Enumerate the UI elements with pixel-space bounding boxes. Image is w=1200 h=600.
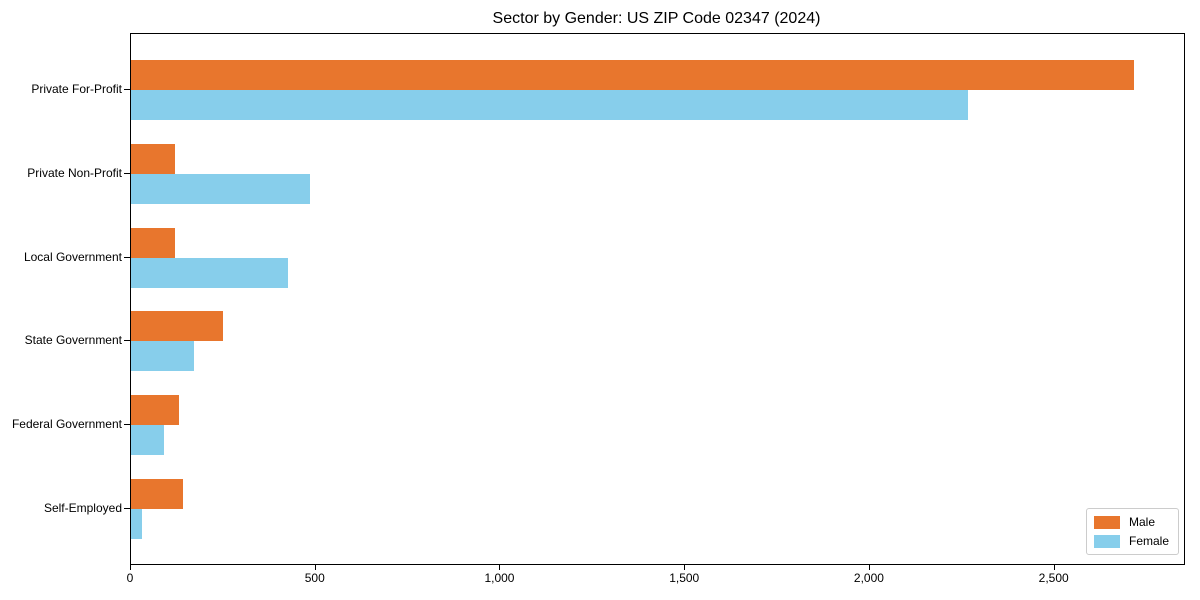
- legend-label-female: Female: [1128, 534, 1169, 548]
- x-tick-mark: [314, 564, 316, 570]
- x-tick-label-3: 1,500: [669, 571, 700, 585]
- legend-item-male: Male: [1093, 515, 1169, 529]
- x-tick-mark: [684, 564, 686, 570]
- chart-title: Sector by Gender: US ZIP Code 02347 (202…: [492, 10, 821, 27]
- bar-male-1: [131, 143, 176, 174]
- y-axis-label-0: Private For-Profit: [31, 82, 122, 96]
- y-tick-mark: [124, 256, 130, 258]
- bar-male-3: [131, 311, 224, 342]
- bar-female-5: [131, 509, 143, 539]
- legend: Male Female: [1085, 508, 1179, 555]
- bar-female-0: [131, 90, 968, 120]
- bar-female-4: [131, 425, 165, 456]
- y-axis-label-5: Self-Employed: [43, 501, 122, 515]
- x-tick-mark: [868, 564, 870, 570]
- x-tick-label-1: 500: [304, 571, 325, 585]
- bar-male-5: [131, 479, 183, 509]
- x-tick-mark: [1053, 564, 1055, 570]
- bar-male-4: [131, 395, 180, 426]
- y-tick-mark: [124, 424, 130, 426]
- bar-male-2: [131, 227, 176, 258]
- bar-female-3: [131, 341, 194, 372]
- y-axis-label-2: Local Government: [23, 249, 122, 264]
- y-tick-mark: [124, 89, 130, 90]
- y-axis-label-1: Private Non-Profit: [27, 165, 122, 180]
- legend-item-female: Female: [1093, 534, 1169, 548]
- x-tick-mark: [130, 564, 131, 570]
- x-tick-label-0: 0: [126, 571, 134, 585]
- x-tick-label-2: 1,000: [484, 571, 515, 585]
- y-tick-mark: [124, 340, 130, 342]
- plot-area: Male Female: [130, 33, 1185, 565]
- x-tick-mark: [499, 564, 501, 570]
- male-color-swatch: [1093, 515, 1120, 529]
- bar-female-1: [131, 173, 311, 204]
- y-axis-label-3: State Government: [24, 333, 122, 348]
- female-color-swatch: [1093, 534, 1120, 548]
- x-tick-label-4: 2,000: [853, 571, 884, 585]
- y-tick-mark: [124, 172, 130, 174]
- legend-label-male: Male: [1128, 515, 1155, 529]
- y-axis-label-4: Federal Government: [11, 417, 122, 432]
- bar-female-2: [131, 257, 289, 288]
- x-tick-label-5: 2,500: [1038, 571, 1069, 585]
- y-tick-mark: [124, 508, 130, 509]
- bar-male-0: [131, 60, 1135, 90]
